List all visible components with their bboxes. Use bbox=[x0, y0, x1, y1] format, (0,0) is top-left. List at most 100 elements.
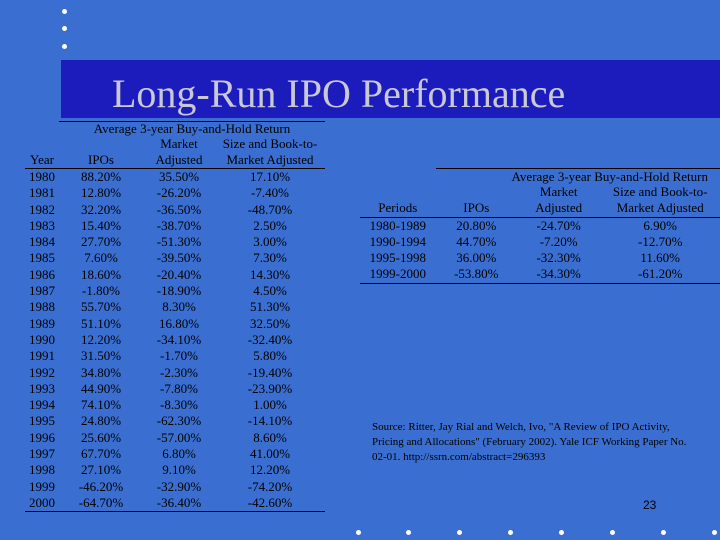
slide-title: Long-Run IPO Performance bbox=[112, 71, 566, 116]
decorative-dot bbox=[62, 9, 67, 14]
table-row: 1987 -1.80% -18.90% 4.50% bbox=[25, 283, 325, 299]
table-row: 1997 67.70% 6.80% 41.00% bbox=[25, 446, 325, 462]
size-btm-adjusted-cell: 6.90% bbox=[643, 217, 677, 233]
col-header-ipos: IPOs bbox=[435, 200, 517, 218]
size-btm-adjusted-cell: -7.40% bbox=[251, 185, 289, 201]
row-label-cell: 1980-1989 bbox=[369, 217, 426, 233]
yearly-returns-table: Average 3-year Buy-and-Hold Return Marke… bbox=[25, 121, 325, 513]
decorative-dot bbox=[62, 26, 67, 31]
ipos-cell: -64.70% bbox=[59, 494, 143, 513]
size-btm-adjusted-cell: 11.60% bbox=[640, 250, 680, 266]
period-returns-table: Average 3-year Buy-and-Hold Return Marke… bbox=[360, 168, 720, 284]
row-label-cell: 1995 bbox=[29, 413, 55, 429]
market-adjusted-cell: -7.80% bbox=[160, 380, 198, 396]
row-label-cell: 1995-1998 bbox=[369, 250, 426, 266]
table-super-header-row: Average 3-year Buy-and-Hold Return bbox=[360, 168, 720, 184]
ipos-cell: 27.10% bbox=[80, 462, 122, 478]
row-label-cell: 1981 bbox=[29, 185, 55, 201]
title-band bbox=[61, 60, 720, 118]
table-header-row: Market Size and Book-to- bbox=[25, 136, 325, 152]
ipos-cell: 67.70% bbox=[80, 446, 122, 462]
market-adjusted-cell: -8.30% bbox=[160, 397, 198, 413]
col-header-size-line2: Market Adjusted bbox=[215, 152, 325, 169]
row-label-cell: 1994 bbox=[29, 397, 55, 413]
ipos-cell: 12.20% bbox=[80, 331, 122, 347]
ipos-cell: 44.70% bbox=[456, 233, 497, 249]
size-btm-adjusted-cell: -12.70% bbox=[637, 233, 683, 249]
decorative-dot bbox=[62, 44, 67, 49]
size-btm-adjusted-cell: -23.90% bbox=[247, 380, 293, 396]
market-adjusted-cell: -26.20% bbox=[156, 185, 202, 201]
row-label-cell: 1999 bbox=[29, 478, 55, 494]
col-header-ipos: IPOs bbox=[59, 152, 143, 169]
market-adjusted-cell: -32.30% bbox=[536, 250, 581, 266]
table-row: 1990-1994 44.70% -7.20% -12.70% bbox=[360, 234, 720, 250]
ipos-cell: 32.20% bbox=[80, 201, 122, 217]
market-adjusted-cell: -1.70% bbox=[160, 348, 198, 364]
super-header: Average 3-year Buy-and-Hold Return bbox=[59, 121, 325, 136]
col-header-size-line2: Market Adjusted bbox=[600, 200, 720, 218]
size-btm-adjusted-cell: 3.00% bbox=[253, 234, 287, 250]
market-adjusted-cell: -36.50% bbox=[156, 201, 202, 217]
col-header-size-line1: Size and Book-to- bbox=[612, 184, 708, 199]
market-adjusted-cell: 6.80% bbox=[162, 446, 196, 462]
market-adjusted-cell: -32.90% bbox=[156, 478, 202, 494]
ipos-cell: 74.10% bbox=[80, 397, 122, 413]
ipos-cell: 12.80% bbox=[80, 185, 122, 201]
market-adjusted-cell: 16.80% bbox=[158, 315, 200, 331]
table-row: 1980-1989 20.80% -24.70% 6.90% bbox=[360, 217, 720, 234]
row-label-cell: 1989 bbox=[29, 315, 55, 331]
table-row: 1990 12.20% -34.10% -32.40% bbox=[25, 332, 325, 348]
table-row: 1985 7.60% -39.50% 7.30% bbox=[25, 250, 325, 266]
ipos-cell: 34.80% bbox=[80, 364, 122, 380]
ipos-cell: 18.60% bbox=[80, 266, 122, 282]
table-row: 1982 32.20% -36.50% -48.70% bbox=[25, 202, 325, 218]
market-adjusted-cell: -57.00% bbox=[156, 429, 202, 445]
ipos-cell: -53.80% bbox=[435, 266, 517, 284]
col-header-market-line2: Adjusted bbox=[143, 152, 215, 169]
ipos-cell: 36.00% bbox=[456, 250, 497, 266]
market-adjusted-cell: -36.40% bbox=[143, 494, 215, 513]
table-row: 1992 34.80% -2.30% -19.40% bbox=[25, 365, 325, 381]
market-adjusted-cell: -38.70% bbox=[156, 217, 202, 233]
page-number: 23 bbox=[643, 498, 657, 512]
market-adjusted-cell: -34.30% bbox=[516, 266, 601, 284]
table-row: 1981 12.80% -26.20% -7.40% bbox=[25, 185, 325, 201]
size-btm-adjusted-cell: -74.20% bbox=[247, 478, 293, 494]
table-header-row: Year IPOs Adjusted Market Adjusted bbox=[25, 152, 325, 169]
size-btm-adjusted-cell: 8.60% bbox=[253, 429, 287, 445]
row-label-cell: 1992 bbox=[29, 364, 55, 380]
market-adjusted-cell: -2.30% bbox=[160, 364, 198, 380]
ipos-cell: -46.20% bbox=[78, 478, 124, 494]
size-btm-adjusted-cell: 51.30% bbox=[249, 299, 291, 315]
row-label-cell: 1996 bbox=[29, 429, 55, 445]
ipos-cell: 15.40% bbox=[80, 217, 122, 233]
decorative-dot bbox=[406, 530, 411, 535]
col-header-market-line1: Market bbox=[539, 184, 578, 199]
market-adjusted-cell: -62.30% bbox=[156, 413, 202, 429]
row-label-cell: 1993 bbox=[29, 380, 55, 396]
table-super-header-row: Average 3-year Buy-and-Hold Return bbox=[25, 121, 325, 136]
size-btm-adjusted-cell: 14.30% bbox=[249, 266, 291, 282]
table-row: 1996 25.60% -57.00% 8.60% bbox=[25, 430, 325, 446]
size-btm-adjusted-cell: -14.10% bbox=[247, 413, 293, 429]
row-label-cell: 1990 bbox=[29, 331, 55, 347]
size-btm-adjusted-cell: -32.40% bbox=[247, 331, 293, 347]
table-row: 1998 27.10% 9.10% 12.20% bbox=[25, 462, 325, 478]
market-adjusted-cell: -34.10% bbox=[156, 331, 202, 347]
table-row: 1986 18.60% -20.40% 14.30% bbox=[25, 267, 325, 283]
size-btm-adjusted-cell: -42.60% bbox=[215, 494, 325, 513]
decorative-dot bbox=[610, 530, 615, 535]
col-header-market-line2: Adjusted bbox=[516, 200, 601, 218]
decorative-dot bbox=[712, 530, 717, 535]
table-row: 1995-1998 36.00% -32.30% 11.60% bbox=[360, 250, 720, 266]
size-btm-adjusted-cell: 7.30% bbox=[253, 250, 287, 266]
row-label-cell: 1982 bbox=[29, 201, 55, 217]
ipos-cell: 25.60% bbox=[80, 429, 122, 445]
market-adjusted-cell: -39.50% bbox=[156, 250, 202, 266]
market-adjusted-cell: 9.10% bbox=[162, 462, 196, 478]
table-row: 2000 -64.70% -36.40% -42.60% bbox=[25, 494, 325, 513]
table-row: 1995 24.80% -62.30% -14.10% bbox=[25, 413, 325, 429]
ipos-cell: 27.70% bbox=[80, 234, 122, 250]
size-btm-adjusted-cell: 5.80% bbox=[253, 348, 287, 364]
